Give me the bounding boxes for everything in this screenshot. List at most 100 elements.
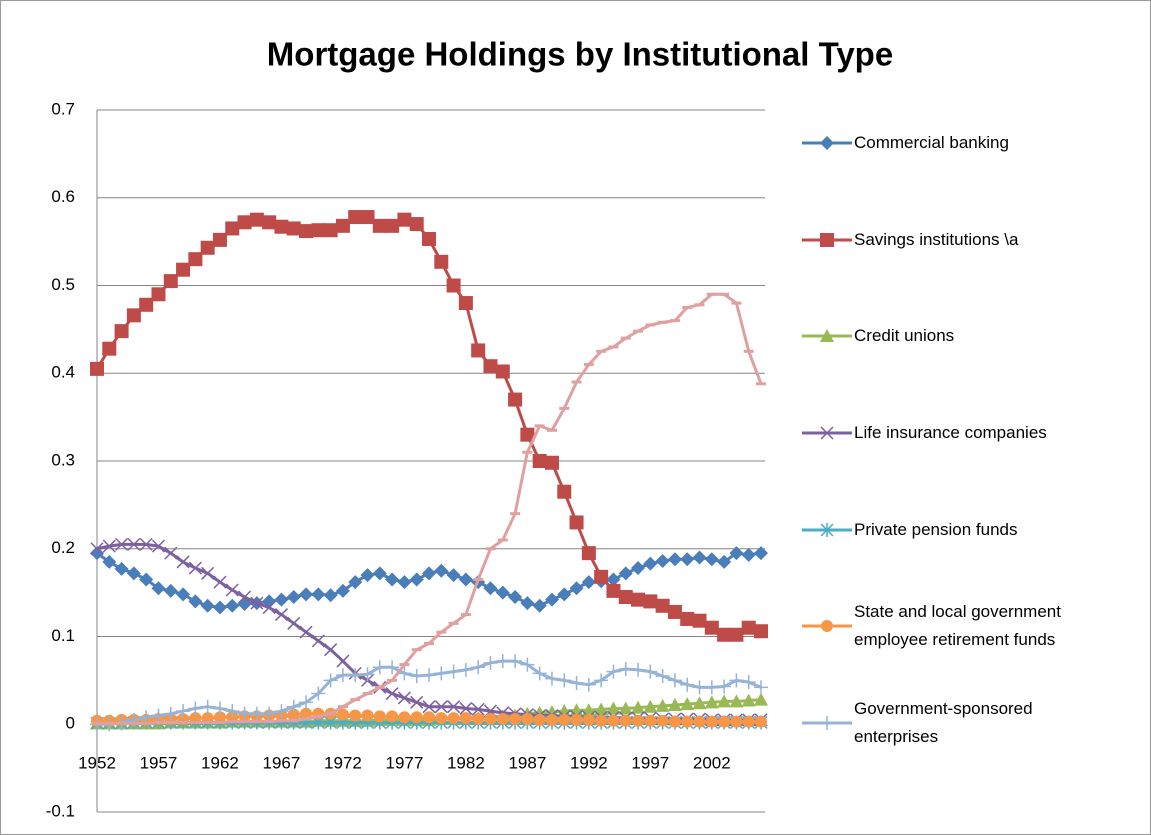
- x-tick-label: 1952: [78, 754, 116, 773]
- marker: [655, 668, 670, 683]
- marker: [741, 693, 756, 707]
- marker: [741, 547, 756, 562]
- marker: [324, 643, 338, 657]
- marker: [385, 687, 399, 701]
- marker: [422, 700, 436, 714]
- y-tick-label: -0.1: [46, 801, 75, 820]
- marker: [410, 695, 424, 709]
- marker: [176, 587, 191, 602]
- marker: [300, 707, 313, 720]
- marker: [655, 554, 670, 569]
- marker: [446, 278, 461, 293]
- marker: [581, 546, 596, 561]
- marker: [558, 713, 571, 726]
- marker: [102, 341, 117, 356]
- marker: [693, 715, 706, 728]
- marker: [544, 455, 559, 470]
- marker: [213, 575, 227, 589]
- marker: [581, 677, 596, 692]
- marker: [237, 706, 252, 721]
- marker: [372, 218, 387, 233]
- marker: [274, 592, 289, 607]
- marker: [163, 706, 178, 721]
- marker: [532, 666, 547, 681]
- marker: [495, 654, 510, 669]
- legend-label: State and local government employee reti…: [854, 602, 1061, 650]
- marker: [361, 709, 374, 722]
- x-tick-label: 1977: [385, 754, 423, 773]
- marker: [606, 701, 621, 715]
- marker: [299, 224, 314, 239]
- y-tick-label: 0.6: [51, 187, 75, 206]
- marker: [225, 704, 240, 719]
- marker: [349, 709, 362, 722]
- marker: [606, 664, 621, 679]
- marker: [533, 713, 546, 726]
- marker: [680, 697, 695, 711]
- marker: [446, 568, 461, 583]
- marker: [717, 554, 732, 569]
- marker: [459, 701, 473, 715]
- marker: [569, 581, 584, 596]
- marker: [741, 675, 756, 690]
- marker: [754, 546, 768, 561]
- marker: [631, 561, 646, 576]
- marker: [225, 583, 239, 597]
- marker: [90, 542, 104, 556]
- marker: [274, 219, 289, 234]
- marker: [212, 600, 227, 615]
- marker: [582, 713, 595, 726]
- marker: [176, 704, 191, 719]
- marker: [422, 668, 436, 683]
- marker: [348, 210, 363, 225]
- marker: [667, 552, 682, 567]
- marker: [237, 215, 252, 230]
- marker: [741, 620, 756, 635]
- marker: [704, 695, 719, 709]
- marker: [643, 699, 658, 713]
- marker: [618, 590, 633, 605]
- marker: [717, 627, 732, 642]
- marker: [618, 701, 633, 715]
- marker: [705, 715, 718, 728]
- marker: [643, 594, 658, 609]
- legend-item: Savings institutions \a: [800, 192, 1140, 289]
- legend-icon: [802, 426, 852, 440]
- legend-item: Private pension funds: [800, 481, 1140, 578]
- marker: [188, 252, 203, 267]
- marker: [594, 673, 609, 688]
- marker: [692, 696, 707, 710]
- marker: [360, 667, 375, 682]
- marker: [742, 715, 755, 728]
- legend-icon: [802, 232, 852, 247]
- marker: [471, 702, 485, 716]
- marker: [569, 515, 584, 530]
- marker: [163, 583, 178, 598]
- marker: [422, 231, 436, 246]
- marker: [188, 561, 202, 575]
- marker: [680, 611, 695, 626]
- marker: [680, 552, 695, 567]
- marker: [631, 662, 646, 677]
- marker: [458, 296, 473, 311]
- marker: [249, 212, 264, 227]
- marker: [632, 714, 645, 727]
- marker: [643, 664, 658, 679]
- legend-label: Government-sponsored enterprises: [854, 698, 1033, 746]
- marker: [397, 575, 412, 590]
- marker: [200, 699, 215, 714]
- marker: [126, 566, 141, 581]
- y-tick-label: 0.5: [51, 275, 75, 294]
- marker: [472, 712, 485, 725]
- marker: [176, 262, 191, 277]
- marker: [729, 673, 744, 688]
- marker: [249, 706, 264, 721]
- x-tick-label: 2002: [693, 754, 731, 773]
- marker: [606, 583, 621, 598]
- y-tick-label: 0.7: [51, 99, 75, 118]
- marker: [446, 664, 461, 679]
- marker: [323, 223, 338, 238]
- legend-item: Credit unions: [800, 288, 1140, 385]
- marker: [508, 590, 523, 605]
- legend-label: Private pension funds: [854, 519, 1018, 539]
